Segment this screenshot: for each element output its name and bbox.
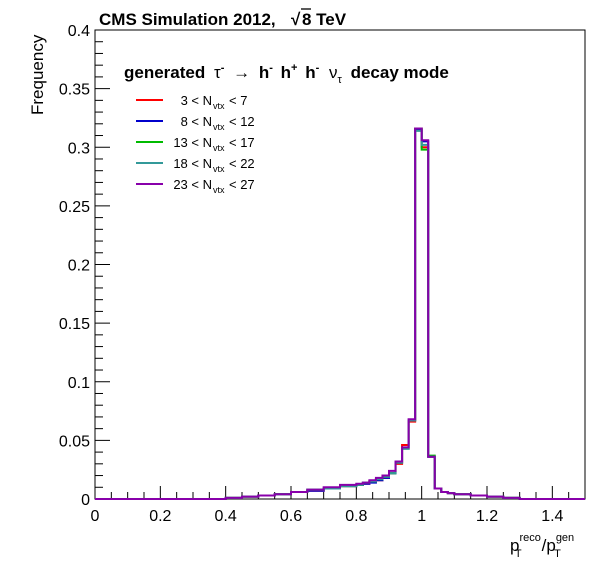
y-tick-label: 0.25 xyxy=(59,199,90,216)
legend-label-4: 18 < N xyxy=(173,156,212,171)
legend-range-3: < 17 xyxy=(229,135,255,150)
series-group xyxy=(95,127,585,500)
x-tick-label: 1.4 xyxy=(541,508,563,525)
legend-range-4: < 22 xyxy=(229,156,255,171)
legend-sub-5: vtx xyxy=(213,185,225,195)
series-line-2 xyxy=(95,128,585,500)
series-line-3 xyxy=(95,127,585,500)
y-tick-label: 0 xyxy=(81,492,90,509)
legend-label-1: 3 < N xyxy=(181,93,212,108)
legend-range-5: < 27 xyxy=(229,177,255,192)
legend-sub-2: vtx xyxy=(213,122,225,132)
series-line-5 xyxy=(95,127,585,500)
axes: 0 0.2 0.4 0.6 0.8 1 1.2 1.4 0 0.05 0.1 0.15 0.2 0.25 0… xyxy=(59,23,586,525)
legend-range-1: < 7 xyxy=(229,93,247,108)
series-line-1 xyxy=(95,127,585,500)
x-axis-label: preco T/pgen T xyxy=(510,532,574,560)
legend-sub-4: vtx xyxy=(213,164,225,174)
x-tick-label: 1 xyxy=(417,508,426,525)
x-tick-label: 0.8 xyxy=(345,508,367,525)
y-tick-label: 0.3 xyxy=(68,140,90,157)
x-tick-label: 0.6 xyxy=(280,508,302,525)
legend-label-2: 8 < N xyxy=(181,114,212,129)
legend-label-3: 13 < N xyxy=(173,135,212,150)
plot-frame xyxy=(94,29,586,500)
y-tick-label: 0.35 xyxy=(59,82,90,99)
legend-label-5: 23 < N xyxy=(173,177,212,192)
legend-sub-3: vtx xyxy=(213,143,225,153)
legend-sub-1: vtx xyxy=(213,101,225,111)
y-axis-label: Frequency xyxy=(28,34,47,115)
chart-title-energy: 8 TeV xyxy=(302,10,347,29)
y-tick-label: 0.2 xyxy=(68,258,90,275)
series-line-4 xyxy=(95,129,585,500)
y-tick-label: 0.05 xyxy=(59,433,90,450)
x-tick-label: 0.4 xyxy=(215,508,237,525)
sqrt-symbol: √ xyxy=(291,8,311,29)
chart-title: CMS Simulation 2012, xyxy=(99,10,276,29)
y-tick-label: 0.1 xyxy=(68,375,90,392)
x-tick-label: 0.2 xyxy=(149,508,171,525)
y-tick-label: 0.4 xyxy=(68,23,90,40)
x-tick-label: 1.2 xyxy=(476,508,498,525)
sqrt-glyph: √ xyxy=(291,10,301,29)
decay-mode-annotation: generated τ- → h- h+ h- ντ decay mode xyxy=(124,56,449,87)
y-tick-label: 0.15 xyxy=(59,316,90,333)
legend-range-2: < 12 xyxy=(229,114,255,129)
x-tick-label: 0 xyxy=(91,508,100,525)
